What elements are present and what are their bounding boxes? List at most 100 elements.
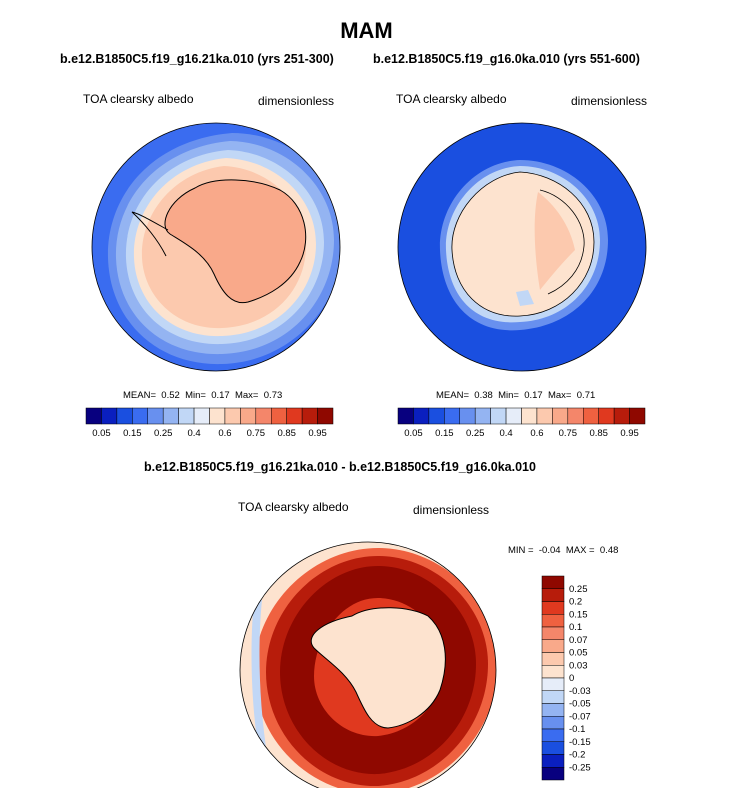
colorbar-swatch <box>541 690 565 704</box>
colorbar-swatch <box>598 407 615 425</box>
page-title: MAM <box>340 18 393 43</box>
max-value: 0.71 <box>576 390 596 401</box>
mean-value: 0.38 <box>474 390 493 401</box>
colorbar-tick-label: 0.05 <box>404 428 423 439</box>
colorbar-tick-label: 0.85 <box>277 428 296 439</box>
colorbar-swatch <box>162 407 179 425</box>
max-value: 0.48 <box>599 545 619 556</box>
colorbar-tick-label: 0.95 <box>620 428 639 439</box>
min-value: 0.17 <box>211 390 230 401</box>
colorbar-swatch <box>541 601 565 615</box>
min-value: 0.17 <box>524 390 543 401</box>
colorbar-tick-label: 0.2 <box>569 597 582 608</box>
colorbar-swatch <box>317 407 334 425</box>
mean-value: 0.52 <box>161 390 180 401</box>
panel3-stats: MIN = -0.04 MAX = 0.48 <box>508 545 618 556</box>
colorbar-tick-label: 0.05 <box>92 428 111 439</box>
colorbar-swatch <box>552 407 569 425</box>
max-label: Max= <box>547 390 572 401</box>
map-0ka <box>398 123 646 371</box>
colorbar-swatch <box>240 407 257 425</box>
colorbar-tick-label: -0.2 <box>569 750 585 761</box>
colorbar-swatch <box>209 407 226 425</box>
colorbar-swatch <box>613 407 630 425</box>
map-difference <box>240 542 496 788</box>
colorbar-tick-label: 0.6 <box>530 428 543 439</box>
colorbar-tick-label: -0.05 <box>569 699 591 710</box>
colorbar-swatch <box>301 407 318 425</box>
panel1-stats: MEAN= 0.52 Min= 0.17 Max= 0.73 <box>123 390 282 401</box>
panel2-stats: MEAN= 0.38 Min= 0.17 Max= 0.71 <box>436 390 595 401</box>
colorbar-tick-label: 0.15 <box>569 609 588 620</box>
colorbar-swatch <box>583 407 599 425</box>
colorbar-tick-label: -0.07 <box>569 711 591 722</box>
colorbar-tick-label: -0.03 <box>569 686 591 697</box>
colorbar-swatch <box>505 407 522 425</box>
colorbar-swatch <box>541 716 565 730</box>
colorbar-swatch <box>541 741 565 755</box>
colorbar-swatch <box>101 407 118 425</box>
colorbar-tick-label: 0.95 <box>308 428 327 439</box>
panel3-units: dimensionless <box>413 503 490 517</box>
colorbar-tick-label: 0.25 <box>154 428 173 439</box>
colorbar-swatch <box>147 407 164 425</box>
map-21ka <box>92 123 340 371</box>
min-label: Min= <box>185 390 206 401</box>
colorbar-swatch <box>474 407 491 425</box>
colorbar-0ka: 0.05 0.15 0.25 0.4 0.6 0.75 0.85 0.95 <box>397 407 646 439</box>
colorbar-swatch <box>541 626 565 640</box>
colorbar-swatch <box>132 407 148 425</box>
colorbar-tick-label: 0.4 <box>499 428 512 439</box>
colorbar-swatch <box>397 407 414 425</box>
colorbar-swatch <box>541 703 565 717</box>
colorbar-swatch <box>541 767 565 781</box>
colorbar-tick-label: 0.25 <box>569 584 588 595</box>
min-label: Min= <box>498 390 519 401</box>
panel3-variable: TOA clearsky albedo <box>238 500 349 514</box>
map-difference-border <box>239 541 497 788</box>
colorbar-tick-label: 0.1 <box>569 622 582 633</box>
colorbar-swatch <box>541 665 565 679</box>
colorbar-tick-label: 0.85 <box>589 428 608 439</box>
colorbar-tick-label: 0.03 <box>569 660 588 671</box>
colorbar-tick-label: 0 <box>569 673 574 684</box>
colorbar-swatch <box>224 407 241 425</box>
colorbar-swatch <box>541 677 565 691</box>
map-0ka-border <box>397 122 647 372</box>
colorbar-swatch <box>536 407 553 425</box>
colorbar-swatch <box>541 639 565 653</box>
colorbar-tick-label: -0.25 <box>569 762 591 773</box>
colorbar-swatch <box>85 407 102 425</box>
colorbar-tick-label: 0.75 <box>247 428 266 439</box>
panel2-variable: TOA clearsky albedo <box>396 92 507 106</box>
colorbar-tick-label: 0.05 <box>569 648 588 659</box>
colorbar-tick-label: 0.15 <box>435 428 454 439</box>
colorbar-swatch <box>490 407 507 425</box>
colorbar-swatch <box>541 652 565 666</box>
colorbar-swatch <box>541 754 565 768</box>
colorbar-tick-label: 0.15 <box>123 428 142 439</box>
colorbar-tick-label: 0.25 <box>466 428 485 439</box>
mean-label: MEAN= <box>123 390 156 401</box>
colorbar-swatch <box>459 407 476 425</box>
max-label: MAX = <box>565 545 595 556</box>
min-label: MIN = <box>508 545 534 556</box>
colorbar-swatch <box>444 407 460 425</box>
colorbar-swatch <box>541 728 565 742</box>
colorbar-swatch <box>521 407 538 425</box>
max-value: 0.73 <box>263 390 283 401</box>
colorbar-swatch <box>541 614 565 628</box>
colorbar-21ka: 0.05 0.15 0.25 0.4 0.6 0.75 0.85 0.95 <box>85 407 334 439</box>
colorbar-tick-label: 0.4 <box>187 428 200 439</box>
colorbar-tick-label: 0.07 <box>569 635 588 646</box>
colorbar-swatch <box>193 407 210 425</box>
colorbar-swatch <box>541 575 565 589</box>
colorbar-swatch <box>286 407 303 425</box>
colorbar-swatch <box>271 407 287 425</box>
panel2-units: dimensionless <box>571 94 648 108</box>
colorbar-swatch <box>541 588 565 602</box>
colorbar-tick-label: 0.6 <box>218 428 231 439</box>
min-value: -0.04 <box>538 545 561 556</box>
colorbar-swatch <box>629 407 646 425</box>
